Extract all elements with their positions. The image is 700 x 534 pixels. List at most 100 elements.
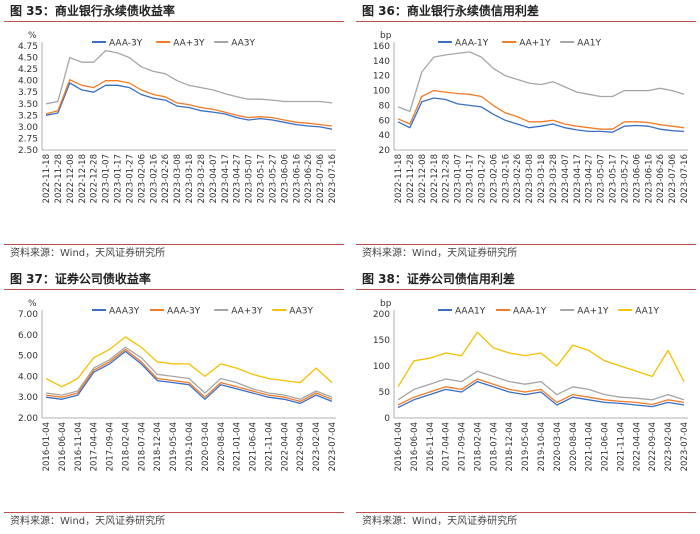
- y-tick-label: 3.50: [18, 100, 38, 110]
- x-tick-label: 2023-07-06: [316, 154, 326, 203]
- line-chart: % 2.50 2.753.00 3.253.50 3.754.00 4.254.50 4.7…: [18, 31, 338, 203]
- line-chart: bp 20 40 60 80 100 120 140 160 2022-11-18 2022-11-…: [373, 31, 690, 203]
- x-tick-label: 2023-02-26: [161, 154, 171, 203]
- y-tick-label: 80: [379, 101, 391, 111]
- y-tick-label: 4.25: [18, 65, 38, 75]
- x-tick-label: 2023-01-27: [477, 154, 487, 203]
- x-tick-label: 2023-03-18: [537, 154, 547, 203]
- chart-source: 资料来源：Wind，天风证券研究所: [356, 244, 696, 264]
- chart-title: 图 36：商业银行永续债信用利差: [356, 2, 696, 22]
- legend-label: AA1Y: [577, 39, 601, 49]
- legend-label: AAA-1Y: [513, 307, 547, 317]
- x-tick-label: 2023-06-06: [280, 154, 290, 203]
- series-line: [45, 82, 333, 130]
- x-tick-label: 2022-09-04: [296, 422, 306, 471]
- series-line: [45, 348, 333, 403]
- x-tick-label: 2023-02-04: [664, 422, 674, 471]
- legend-label: AA+3Y: [173, 39, 205, 49]
- x-tick-label: 2016-06-04: [410, 422, 420, 471]
- x-tick-label: 2023-07-06: [668, 154, 678, 203]
- chart-panel-38: 图 38：证券公司债信用利差 bp 0 50 100 150 200 2016-01-04 2…: [356, 270, 696, 534]
- x-tick-label: 2022-12-08: [418, 154, 428, 203]
- chart-source: 资料来源：Wind，天风证券研究所: [4, 244, 344, 264]
- series-line: [397, 51, 685, 113]
- x-tick-label: 2023-01-07: [454, 154, 464, 203]
- chart-source: 资料来源：Wind，天风证券研究所: [4, 512, 344, 532]
- x-tick-label: 2016-01-04: [394, 422, 404, 471]
- x-tick-label: 2021-06-04: [601, 422, 611, 471]
- y-tick-label: 0: [384, 414, 390, 424]
- y-unit-label: %: [28, 299, 37, 309]
- series-line: [45, 346, 333, 400]
- x-tick-label: 2023-03-28: [549, 154, 559, 203]
- x-tick-label: 2023-07-16: [680, 154, 690, 203]
- series-line: [397, 331, 685, 388]
- y-tick-label: 4.75: [18, 42, 38, 52]
- y-tick-label: 5.00: [18, 352, 38, 362]
- y-tick-label: 100: [373, 362, 390, 372]
- y-unit-label: bp: [380, 299, 392, 309]
- x-tick-label: 2022-04-04: [280, 422, 290, 471]
- series-line: [45, 336, 333, 388]
- y-tick-label: 2.75: [18, 134, 38, 144]
- series-line: [397, 378, 685, 406]
- x-tick-label: 2021-11-04: [264, 422, 274, 471]
- x-tick-label: 2021-11-04: [616, 422, 626, 471]
- x-tick-label: 2019-10-04: [185, 422, 195, 471]
- x-tick-label: 2023-06-26: [656, 154, 666, 203]
- x-tick-label: 2023-01-07: [102, 154, 112, 203]
- chart-panel-36: 图 36：商业银行永续债信用利差 bp 20 40 60 80 100 120 140 160 2…: [356, 2, 696, 266]
- x-tick-label: 2023-05-17: [609, 154, 619, 203]
- x-tick-label: 2022-12-18: [78, 154, 88, 203]
- x-tick-label: 2022-12-28: [90, 154, 100, 203]
- legend-label: AAA-1Y: [455, 39, 489, 49]
- x-tick-label: 2017-04-04: [442, 422, 452, 471]
- y-tick-label: 160: [373, 42, 390, 52]
- x-tick-label: 2023-02-06: [137, 154, 147, 203]
- x-tick-label: 2022-12-28: [442, 154, 452, 203]
- y-tick-label: 150: [373, 336, 390, 346]
- y-unit-label: bp: [380, 31, 392, 41]
- x-tick-label: 2017-09-04: [106, 422, 116, 471]
- y-tick-label: 2.00: [18, 414, 38, 424]
- legend-label: AAA-3Y: [167, 307, 201, 317]
- legend-label: AA+1Y: [577, 307, 609, 317]
- y-tick-label: 200: [373, 310, 390, 320]
- x-tick-label: 2022-04-04: [632, 422, 642, 471]
- x-tick-label: 2023-02-16: [149, 154, 159, 203]
- y-tick-label: 40: [379, 131, 391, 141]
- legend-label: AA1Y: [635, 307, 659, 317]
- x-tick-label: 2023-02-06: [489, 154, 499, 203]
- x-tick-label: 2016-06-04: [58, 422, 68, 471]
- y-tick-label: 7.00: [18, 310, 38, 320]
- series-line: [397, 370, 685, 401]
- x-tick-label: 2023-01-17: [114, 154, 124, 203]
- x-tick-label: 2022-11-18: [394, 154, 404, 203]
- x-tick-label: 2020-08-04: [569, 422, 579, 471]
- series-line: [45, 49, 333, 105]
- y-tick-label: 3.00: [18, 123, 38, 133]
- legend-label: AAA-3Y: [109, 39, 143, 49]
- series-line: [397, 89, 685, 130]
- x-tick-label: 2020-08-04: [217, 422, 227, 471]
- legend-label: AA+1Y: [519, 39, 551, 49]
- x-tick-label: 2017-09-04: [458, 422, 468, 471]
- x-tick-label: 2020-03-04: [201, 422, 211, 471]
- x-tick-label: 2023-04-07: [561, 154, 571, 203]
- chart-title: 图 38：证券公司债信用利差: [356, 270, 696, 290]
- chart-panel-35: 图 35：商业银行永续债收益率 % 2.50 2.75 3.00 3.25 3.50 3.7…: [4, 2, 344, 266]
- x-tick-label: 2023-06-16: [644, 154, 654, 203]
- series-line: [45, 79, 333, 127]
- y-tick-label: 4.00: [18, 77, 38, 87]
- x-tick-label: 2023-05-07: [245, 154, 255, 203]
- x-tick-label: 2023-04-27: [233, 154, 243, 203]
- y-tick-label: 100: [373, 87, 390, 97]
- x-tick-label: 2023-04-07: [209, 154, 219, 203]
- x-tick-label: 2023-05-17: [257, 154, 267, 203]
- x-tick-label: 2023-07-16: [328, 154, 338, 203]
- y-tick-label: 20: [379, 146, 391, 156]
- x-tick-label: 2021-01-04: [585, 422, 595, 471]
- y-tick-label: 6.00: [18, 331, 38, 341]
- x-tick-label: 2022-11-28: [54, 154, 64, 203]
- x-tick-label: 2022-12-08: [66, 154, 76, 203]
